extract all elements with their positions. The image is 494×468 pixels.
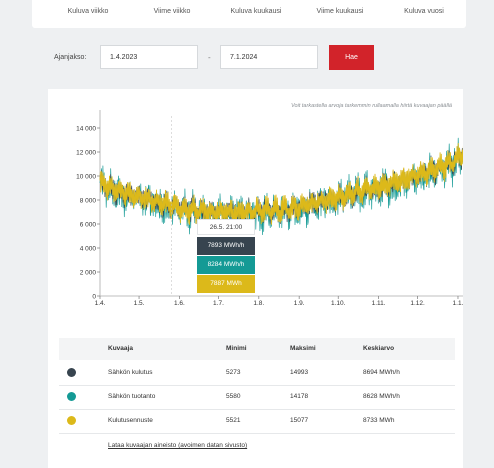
y-tick-label: 10 000: [76, 173, 96, 180]
header-max: Maksimi: [290, 345, 316, 352]
tab-last-month[interactable]: Viime kuukausi: [316, 8, 364, 15]
x-tick-label: 1.7.: [213, 300, 224, 307]
tooltip-time: 26.5. 21:00: [197, 219, 255, 235]
x-tick-label: 1.6.: [174, 300, 185, 307]
y-tick-label: 2 000: [80, 269, 97, 276]
date-separator: -: [208, 53, 211, 62]
start-date-input[interactable]: [100, 45, 198, 69]
x-tick-label: 1.10.: [331, 300, 346, 307]
chart-card: Voit tarkastella arvoja tarkemmin rullaa…: [48, 89, 463, 468]
tab-current-week[interactable]: Kuluva viikko: [67, 8, 109, 15]
y-tick-label: 6 000: [80, 221, 97, 228]
x-tick-label: 1.9.: [294, 300, 305, 307]
row-max: 14993: [290, 369, 309, 376]
tooltip-forecast: 7887 MWh: [197, 275, 255, 293]
consumption-dot-icon: [67, 368, 76, 377]
row-min: 5580: [226, 393, 241, 400]
x-tick-label: 1.1.: [453, 300, 463, 307]
y-tick-label: 8 000: [80, 197, 97, 204]
tab-current-year[interactable]: Kuluva vuosi: [404, 8, 444, 15]
production-dot-icon: [67, 392, 76, 401]
tab-last-week[interactable]: Viime viikko: [153, 8, 191, 15]
tooltip-consumption: 7893 MWh/h: [197, 237, 255, 255]
row-avg: 8628 MWh/h: [363, 393, 400, 400]
row-min: 5521: [226, 417, 241, 424]
end-date-input[interactable]: [220, 45, 318, 69]
tooltip-production: 8284 MWh/h: [197, 256, 255, 274]
download-data-link[interactable]: Lataa kuvaajan aineisto (avoimen datan s…: [108, 442, 248, 449]
row-avg: 8733 MWh: [363, 417, 395, 424]
row-name: Sähkön tuotanto: [108, 393, 156, 400]
page: Kuluva viikko Viime viikko Kuluva kuukau…: [32, 0, 466, 468]
search-button[interactable]: Hae: [329, 45, 374, 70]
y-tick-label: 14 000: [76, 125, 96, 132]
y-tick-label: 4 000: [80, 245, 97, 252]
header-min: Minimi: [226, 345, 247, 352]
header-avg: Keskiarvo: [363, 345, 395, 352]
x-tick-label: 1.4.: [95, 300, 106, 307]
row-name: Sähkön kulutus: [108, 369, 153, 376]
period-tabs: Kuluva viikko Viime viikko Kuluva kuukau…: [32, 0, 466, 28]
period-label: Ajanjakso:: [54, 54, 87, 61]
table-row: Kulutusennuste 5521 15077 8733 MWh: [59, 409, 455, 434]
table-header: Kuvaaja Minimi Maksimi Keskiarvo: [59, 338, 455, 360]
x-tick-label: 1.12.: [410, 300, 425, 307]
series-forecast-line: [99, 142, 463, 227]
table-row: Sähkön kulutus 5273 14993 8694 MWh/h: [59, 361, 455, 386]
header-graph: Kuvaaja: [108, 345, 133, 352]
row-max: 15077: [290, 417, 309, 424]
x-tick-label: 1.8.: [253, 300, 264, 307]
row-avg: 8694 MWh/h: [363, 369, 400, 376]
x-tick-label: 1.5.: [134, 300, 145, 307]
x-tick-label: 1.11.: [372, 300, 386, 307]
forecast-dot-icon: [67, 416, 76, 425]
row-min: 5273: [226, 369, 241, 376]
y-tick-label: 0: [92, 293, 96, 300]
y-tick-label: 12 000: [76, 149, 96, 156]
row-name: Kulutusennuste: [108, 417, 153, 424]
chart-hint: Voit tarkastella arvoja tarkemmin rullaa…: [291, 103, 452, 109]
tab-current-month[interactable]: Kuluva kuukausi: [230, 8, 282, 15]
row-max: 14178: [290, 393, 309, 400]
table-row: Sähkön tuotanto 5580 14178 8628 MWh/h: [59, 385, 455, 410]
